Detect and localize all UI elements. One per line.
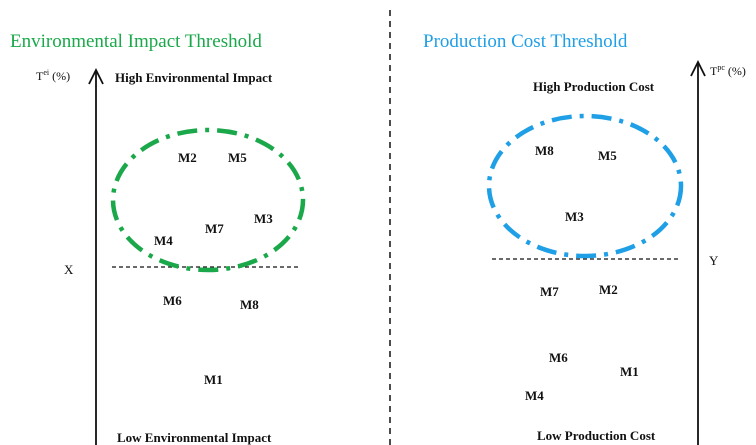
material-m6-pc: M6 (549, 350, 568, 365)
threshold-x-label: X (64, 262, 74, 277)
material-m8-pc: M8 (535, 143, 554, 158)
production-threshold-ellipse (486, 113, 684, 259)
up-arrow-icon (88, 67, 104, 85)
high-impact-label: High Environmental Impact (115, 70, 273, 85)
material-m4-pc: M4 (525, 388, 544, 403)
material-m6-env: M6 (163, 293, 182, 308)
production-panel: Production Cost Threshold Tpc (%) High P… (423, 31, 746, 445)
material-m2-env: M2 (178, 150, 197, 165)
material-m4-env: M4 (154, 233, 173, 248)
material-m5-env: M5 (228, 150, 247, 165)
threshold-y-label: Y (709, 253, 719, 268)
environmental-axis-label: Tei (%) (36, 68, 70, 83)
environmental-threshold-ellipse (110, 127, 306, 273)
material-m2-pc: M2 (599, 282, 618, 297)
material-m1-env: M1 (204, 372, 223, 387)
high-cost-label: High Production Cost (533, 79, 655, 94)
material-m8-env: M8 (240, 297, 259, 312)
material-m3-env: M3 (254, 211, 273, 226)
material-m7-env: M7 (205, 221, 224, 236)
material-m3-pc: M3 (565, 209, 584, 224)
material-m5-pc: M5 (598, 148, 617, 163)
environmental-title: Environmental Impact Threshold (10, 31, 262, 52)
material-m1-pc: M1 (620, 364, 639, 379)
production-axis-label: Tpc (%) (710, 63, 746, 78)
up-arrow-icon (690, 59, 706, 77)
environmental-panel: Environmental Impact Threshold Tei (%) H… (10, 31, 306, 445)
low-cost-label: Low Production Cost (537, 428, 656, 443)
material-m7-pc: M7 (540, 284, 559, 299)
production-title: Production Cost Threshold (423, 31, 628, 52)
low-impact-label: Low Environmental Impact (117, 430, 272, 445)
